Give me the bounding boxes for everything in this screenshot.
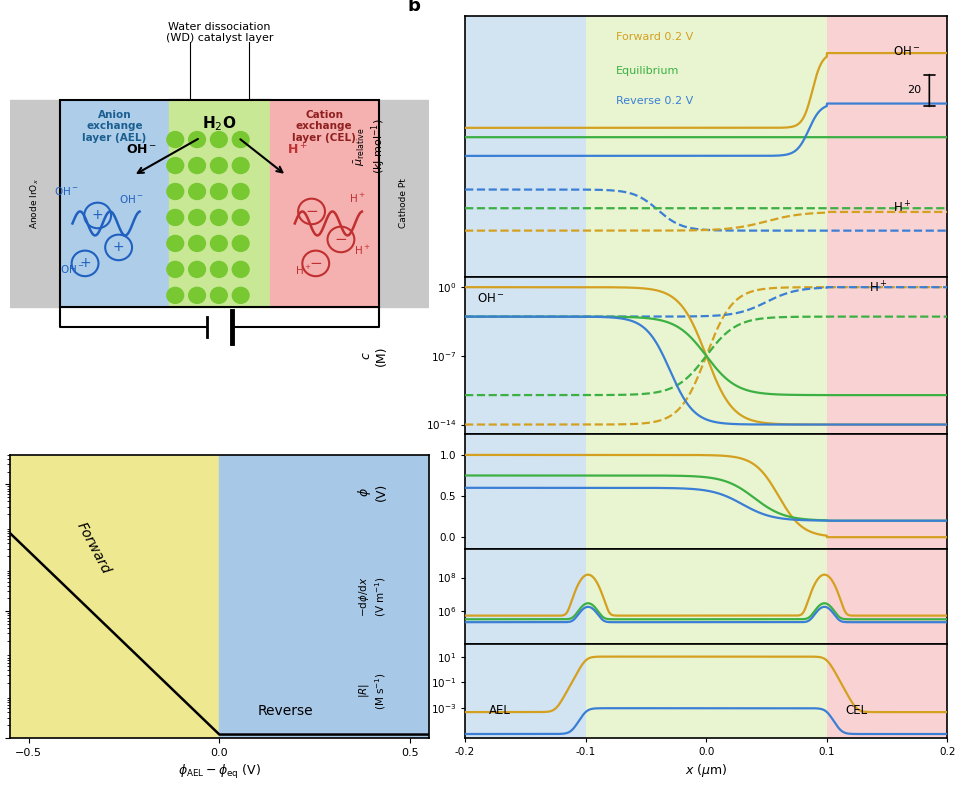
Y-axis label: $c$
(M): $c$ (M) (360, 345, 388, 366)
Y-axis label: $\phi$
(V): $\phi$ (V) (356, 483, 388, 501)
Text: +: + (113, 240, 124, 254)
Text: Reverse: Reverse (257, 704, 313, 718)
Bar (586, 644, 827, 738)
Bar (827, 16, 947, 277)
Text: b: b (407, 0, 420, 16)
Bar (169, 100, 270, 308)
Circle shape (211, 158, 227, 173)
Bar (586, 277, 827, 434)
Text: 20: 20 (907, 86, 921, 96)
Text: H$^+$: H$^+$ (286, 142, 307, 157)
Text: +: + (92, 209, 103, 222)
Text: H$^+$: H$^+$ (349, 192, 366, 206)
Bar (270, 100, 379, 308)
Circle shape (167, 184, 184, 199)
Text: Cathode Pt: Cathode Pt (399, 178, 409, 228)
Text: AEL: AEL (489, 704, 511, 717)
Circle shape (189, 184, 206, 199)
Circle shape (189, 287, 206, 303)
Circle shape (233, 210, 249, 225)
Circle shape (167, 158, 184, 173)
Circle shape (167, 261, 184, 277)
Text: H$^+$: H$^+$ (353, 244, 370, 257)
Bar (827, 277, 947, 434)
Circle shape (167, 132, 184, 148)
Text: −: − (335, 232, 347, 247)
Bar (465, 16, 586, 277)
Text: H$^+$: H$^+$ (893, 200, 912, 216)
Circle shape (211, 184, 227, 199)
Text: Cation
exchange
layer (CEL): Cation exchange layer (CEL) (292, 110, 356, 143)
Circle shape (211, 132, 227, 148)
Text: H$_2$O: H$_2$O (202, 115, 236, 133)
Circle shape (211, 236, 227, 251)
Bar (827, 434, 947, 550)
Text: OH$^-$: OH$^-$ (893, 45, 921, 58)
Text: H$^+$: H$^+$ (295, 265, 312, 277)
Bar (465, 277, 586, 434)
Y-axis label: $\bar{\mu}_\mathrm{relative}$
(kJ mol$^{-1}$): $\bar{\mu}_\mathrm{relative}$ (kJ mol$^{… (352, 119, 388, 174)
Text: Forward: Forward (75, 520, 113, 576)
Circle shape (189, 236, 206, 251)
Text: Reverse 0.2 V: Reverse 0.2 V (615, 96, 693, 105)
Circle shape (233, 158, 249, 173)
Bar (465, 434, 586, 550)
Bar (10, 455, 219, 738)
Circle shape (233, 132, 249, 148)
Circle shape (189, 210, 206, 225)
Bar (465, 550, 586, 644)
Text: Forward 0.2 V: Forward 0.2 V (615, 32, 693, 42)
Bar (379, 100, 429, 308)
Text: OH$^-$: OH$^-$ (119, 193, 144, 206)
Circle shape (211, 261, 227, 277)
Circle shape (167, 236, 184, 251)
Circle shape (167, 287, 184, 303)
Text: OH$^-$: OH$^-$ (126, 143, 157, 156)
Text: Water dissociation
(WD) catalyst layer: Water dissociation (WD) catalyst layer (166, 22, 273, 43)
Bar (586, 434, 827, 550)
X-axis label: $\phi_\mathrm{AEL}-\phi_\mathrm{eq}$ (V): $\phi_\mathrm{AEL}-\phi_\mathrm{eq}$ (V) (178, 763, 261, 781)
Text: OH$^-$: OH$^-$ (478, 292, 505, 305)
Bar (586, 550, 827, 644)
Circle shape (211, 210, 227, 225)
Bar (60, 100, 379, 308)
Text: OH$^-$: OH$^-$ (60, 264, 85, 276)
Text: −: − (309, 256, 323, 271)
Text: CEL: CEL (845, 704, 867, 717)
Text: Anion
exchange
layer (AEL): Anion exchange layer (AEL) (82, 110, 146, 143)
X-axis label: $x$ ($\mu$m): $x$ ($\mu$m) (685, 762, 727, 780)
Circle shape (233, 236, 249, 251)
Bar (465, 644, 586, 738)
Text: Equilibrium: Equilibrium (615, 66, 679, 75)
Circle shape (189, 158, 206, 173)
Y-axis label: $-\mathrm{d}\phi/\mathrm{d}x$
(V m$^{-1}$): $-\mathrm{d}\phi/\mathrm{d}x$ (V m$^{-1}… (357, 576, 388, 617)
Text: H$^+$: H$^+$ (869, 280, 887, 295)
Text: −: − (305, 204, 318, 219)
Bar (60, 100, 169, 308)
Circle shape (189, 132, 206, 148)
Text: +: + (79, 257, 91, 270)
Circle shape (233, 261, 249, 277)
Bar (586, 16, 827, 277)
Text: OH$^-$: OH$^-$ (54, 185, 78, 198)
Bar (827, 644, 947, 738)
Circle shape (233, 184, 249, 199)
Circle shape (211, 287, 227, 303)
Circle shape (189, 261, 206, 277)
Y-axis label: $|R|$
(M s$^{-1}$): $|R|$ (M s$^{-1}$) (357, 672, 388, 710)
Text: Anode IrO$_x$: Anode IrO$_x$ (29, 178, 41, 229)
Circle shape (167, 210, 184, 225)
Bar (827, 550, 947, 644)
Circle shape (233, 287, 249, 303)
Bar (219, 455, 429, 738)
Bar (10, 100, 60, 308)
